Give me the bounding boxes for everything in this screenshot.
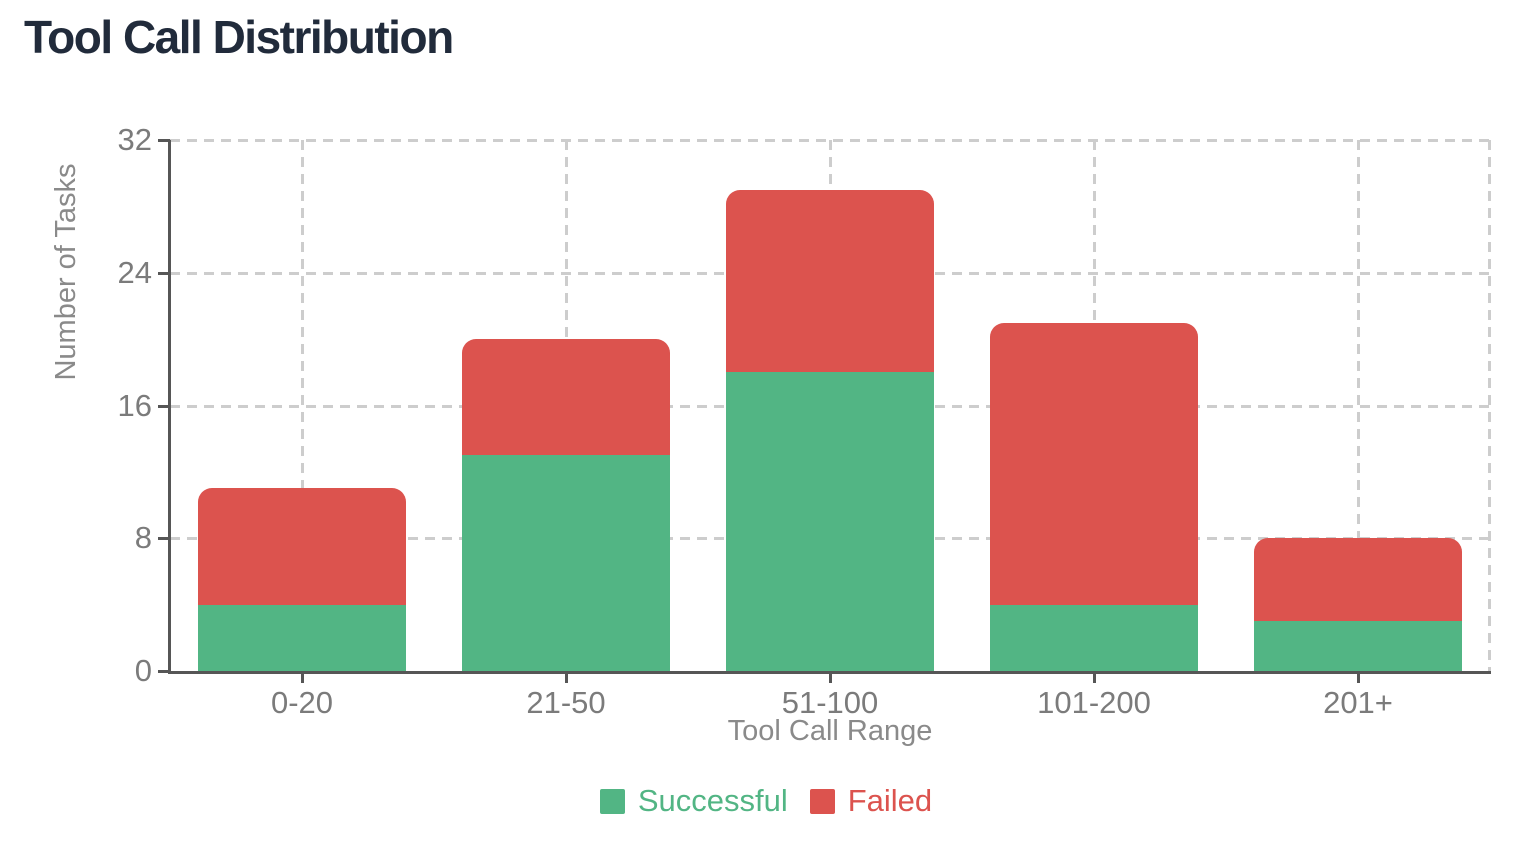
x-tick-mark bbox=[1093, 674, 1096, 683]
bar-successful-201+[interactable] bbox=[1254, 621, 1462, 671]
x-tick-label: 21-50 bbox=[526, 685, 606, 720]
legend-swatch-successful bbox=[599, 788, 625, 814]
legend-swatch-failed bbox=[809, 788, 835, 814]
bar-successful-101-200[interactable] bbox=[990, 604, 1198, 671]
x-tick-label: 201+ bbox=[1323, 685, 1393, 720]
plot-right-border bbox=[1488, 140, 1491, 671]
x-axis-title: Tool Call Range bbox=[727, 715, 933, 747]
x-tick-mark bbox=[829, 674, 832, 683]
y-tick-mark bbox=[158, 537, 170, 541]
bar-successful-51-100[interactable] bbox=[726, 372, 934, 671]
y-tick-mark bbox=[158, 404, 170, 408]
bar-successful-21-50[interactable] bbox=[462, 455, 670, 671]
x-tick-mark bbox=[1357, 674, 1360, 683]
bar-failed-51-100[interactable] bbox=[726, 189, 934, 373]
y-tick-mark bbox=[158, 271, 170, 275]
bar-failed-101-200[interactable] bbox=[990, 322, 1198, 605]
x-tick-label: 101-200 bbox=[1037, 685, 1151, 720]
y-tick-label: 8 bbox=[134, 520, 152, 556]
y-tick-label: 24 bbox=[117, 254, 152, 290]
bar-failed-201+[interactable] bbox=[1254, 538, 1462, 622]
y-tick-mark bbox=[158, 670, 170, 673]
chart-title: Tool Call Distribution bbox=[24, 11, 454, 63]
bar-failed-21-50[interactable] bbox=[462, 339, 670, 456]
legend-item-failed[interactable]: Failed bbox=[809, 783, 933, 818]
legend: Successful Failed bbox=[0, 784, 1532, 818]
bar-failed-0-20[interactable] bbox=[198, 488, 406, 605]
legend-item-successful[interactable]: Successful bbox=[599, 783, 788, 818]
y-tick-label: 0 bbox=[134, 653, 152, 688]
x-tick-mark bbox=[565, 674, 568, 683]
x-tick-label: 0-20 bbox=[270, 685, 334, 720]
y-tick-label: 16 bbox=[117, 387, 152, 423]
y-tick-mark bbox=[158, 139, 170, 142]
x-tick-mark bbox=[301, 674, 304, 683]
legend-label-successful: Successful bbox=[637, 783, 788, 818]
x-tick-label: 51-100 bbox=[781, 685, 879, 720]
y-tick-label: 32 bbox=[117, 122, 152, 157]
x-gridline bbox=[301, 140, 304, 671]
bar-successful-0-20[interactable] bbox=[198, 604, 406, 671]
x-gridline bbox=[1357, 140, 1360, 671]
y-axis-line bbox=[168, 140, 171, 674]
x-axis-line bbox=[168, 671, 1491, 674]
legend-label-failed: Failed bbox=[847, 783, 933, 818]
